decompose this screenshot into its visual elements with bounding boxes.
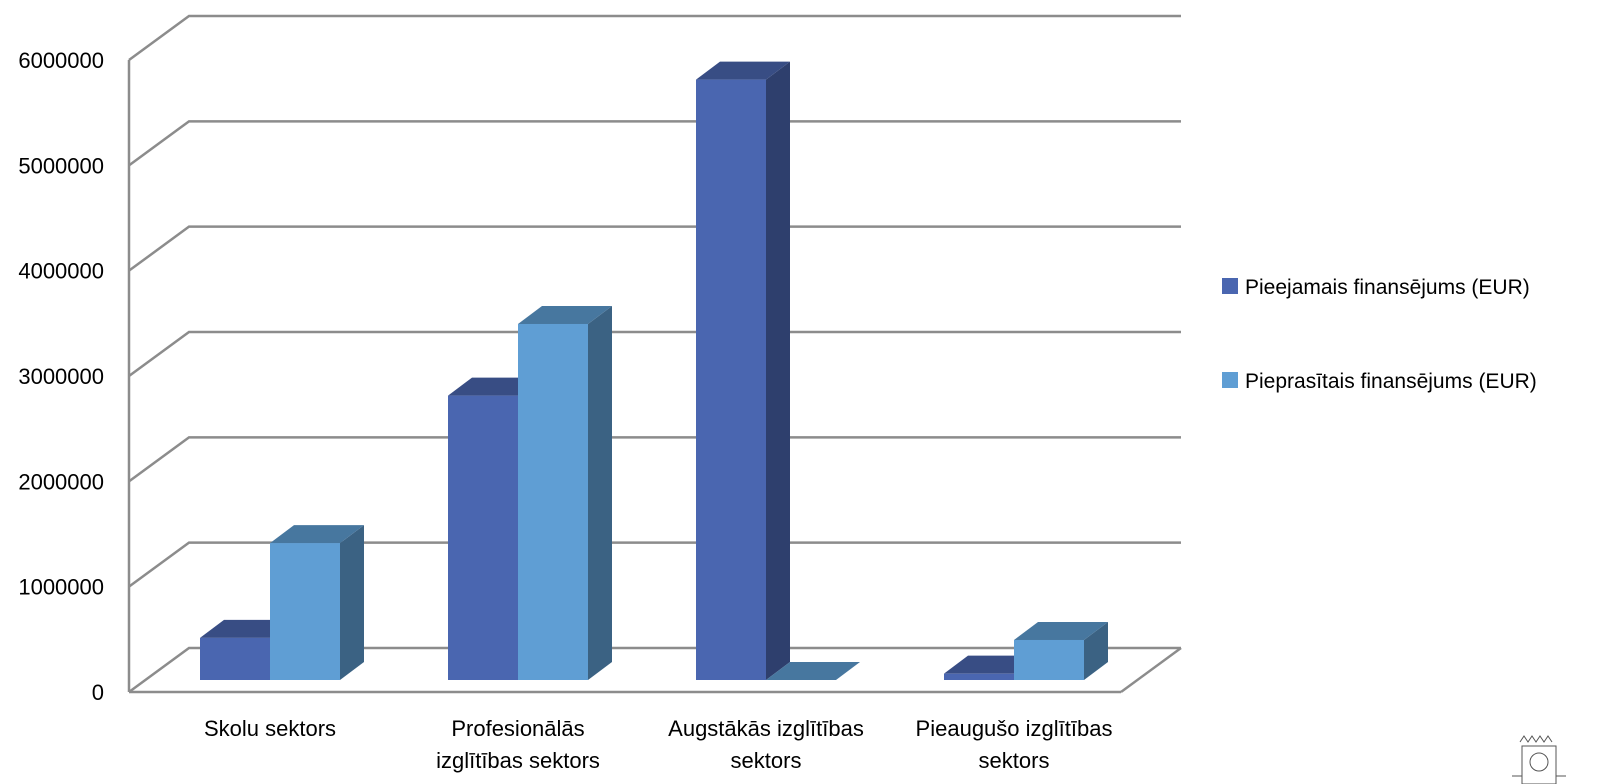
x-tick-label: Pieaugušo izglītības: [916, 716, 1113, 741]
bar-top: [1014, 621, 1108, 640]
bar-front: [696, 79, 766, 681]
gridline: [128, 225, 1181, 272]
legend-swatch: [1222, 278, 1238, 294]
gridline: [128, 541, 1181, 588]
x-tick-label: Skolu sektors: [204, 716, 336, 741]
gridlines: [127, 14, 1182, 694]
bar-front: [1014, 639, 1084, 680]
y-tick-label: 3000000: [18, 364, 104, 389]
y-axis-ticks: 0 1000000 2000000 3000000 4000000 5000000 6000…: [18, 48, 104, 705]
bar-front: [448, 395, 518, 680]
floor-right-edge: [1120, 646, 1182, 694]
legend: Pieejamais finansējums (EUR) Pieprasītais…: [1222, 276, 1537, 393]
bar-front: [944, 673, 1014, 680]
y-tick-label: 0: [92, 680, 104, 705]
x-tick-label: izglītības sektors: [436, 748, 600, 773]
y-tick-label: 5000000: [18, 153, 104, 178]
y-tick-label: 4000000: [18, 259, 104, 284]
bar: [518, 305, 612, 680]
bar: [696, 61, 790, 681]
x-tick-label: sektors: [979, 748, 1050, 773]
bar-front: [200, 637, 270, 680]
bar-top: [766, 662, 860, 680]
x-tick-label: sektors: [731, 748, 802, 773]
y-tick-label: 1000000: [18, 575, 104, 600]
bar: [1014, 621, 1108, 680]
bar-top: [270, 525, 364, 544]
bar-top: [696, 61, 790, 80]
bar: [766, 662, 860, 680]
x-tick-label: Profesionālās: [451, 716, 584, 741]
x-tick-label: Augstākās izglītības: [668, 716, 864, 741]
bar-side: [340, 525, 364, 680]
y-tick-label: 2000000: [18, 469, 104, 494]
gridline: [128, 14, 1181, 62]
gridline: [128, 120, 1181, 167]
legend-swatch: [1222, 372, 1238, 388]
bar-front: [518, 323, 588, 680]
bar-side: [1084, 621, 1108, 680]
bar-side: [766, 61, 790, 681]
bar-top: [518, 305, 612, 324]
gridline: [128, 436, 1181, 483]
y-tick-label: 6000000: [18, 48, 104, 73]
bars: [200, 61, 1108, 681]
bar: [270, 525, 364, 680]
legend-label: Pieprasītais finansējums (EUR): [1245, 370, 1537, 393]
gridline: [128, 646, 1181, 694]
bar-side: [588, 305, 612, 680]
bar-front: [270, 543, 340, 680]
x-axis-labels: Skolu sektors Profesionālās izglītības sek…: [204, 716, 1112, 773]
legend-label: Pieejamais finansējums (EUR): [1245, 276, 1530, 299]
coat-of-arms-icon: [1512, 735, 1566, 784]
gridline: [128, 330, 1181, 378]
